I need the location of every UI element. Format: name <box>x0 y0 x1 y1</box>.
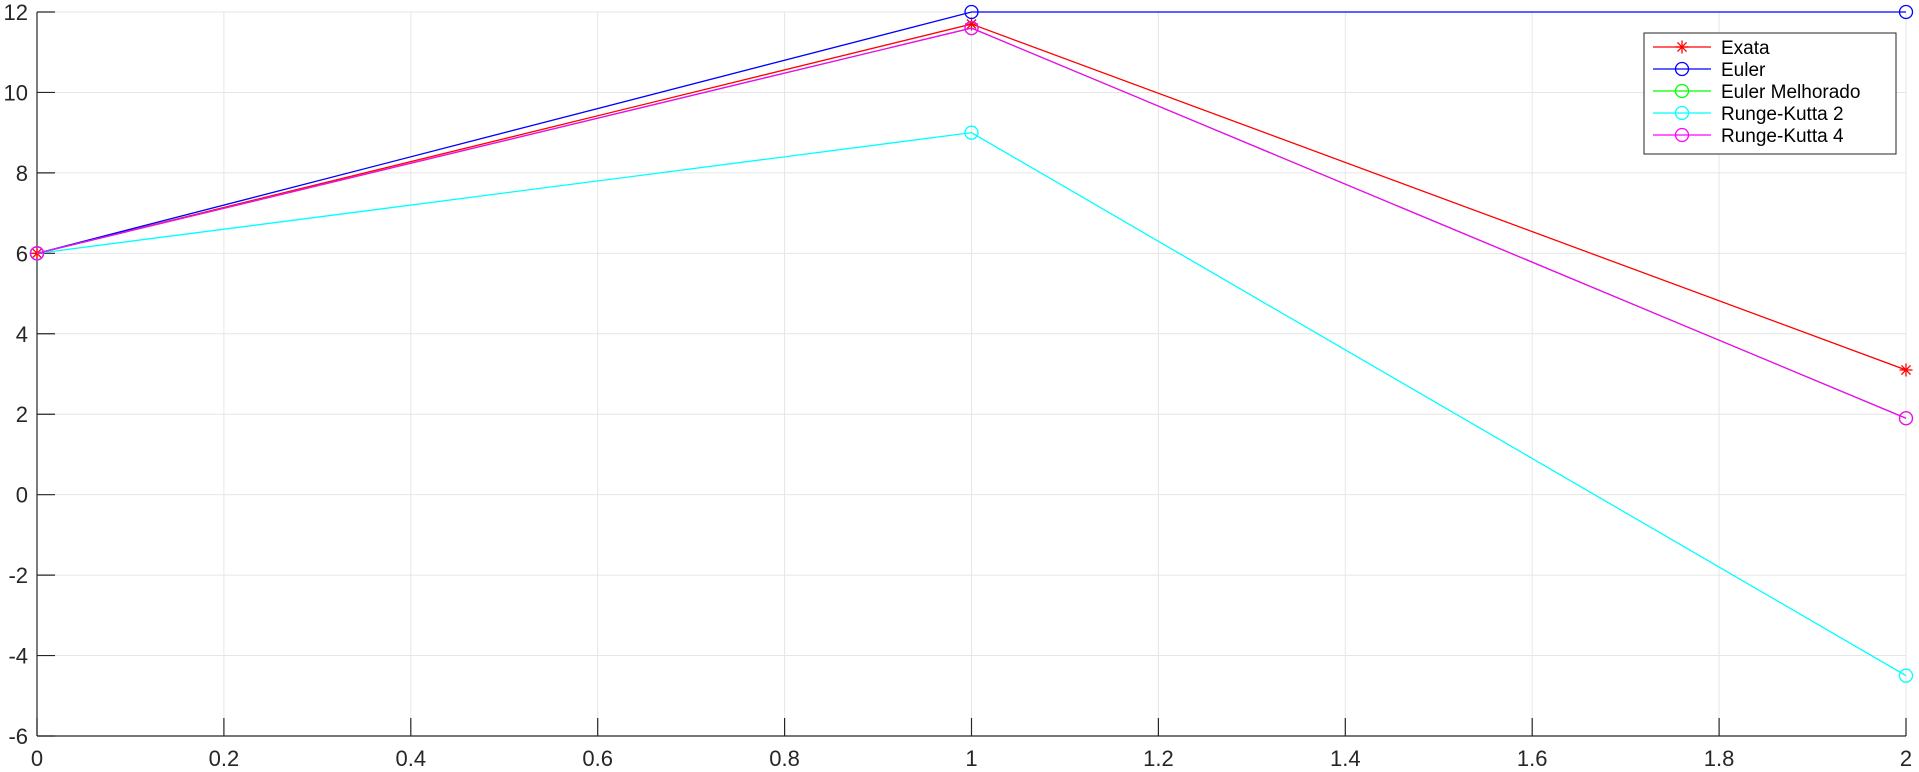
data-point-runge-kutta-4 <box>1898 411 1914 426</box>
asterisk-stroke <box>1900 364 1912 375</box>
y-tick-label: 10 <box>4 80 28 105</box>
legend-item-euler-melhorado: Euler Melhorado <box>1653 82 1860 103</box>
data-point-euler <box>964 4 979 20</box>
data-point-runge-kutta-2 <box>1898 668 1914 683</box>
asterisk-stroke <box>966 19 977 30</box>
series-line-euler <box>36 11 1906 254</box>
y-tick-label: 0 <box>16 483 28 508</box>
x-tick-label: 0.6 <box>582 746 613 771</box>
legend-marker-exata <box>1675 40 1689 54</box>
x-tick-label: 0.4 <box>396 746 427 771</box>
y-tick-label: 2 <box>16 402 28 427</box>
y-tick-label: 4 <box>16 322 28 347</box>
series-runge-kutta-4 <box>29 20 1914 426</box>
x-tick-label: 0.8 <box>769 746 800 771</box>
data-point-runge-kutta-2 <box>964 125 979 140</box>
data-point-euler <box>1898 4 1914 20</box>
legend-marker-euler <box>1674 61 1690 77</box>
x-tick-label: 1 <box>965 746 977 771</box>
legend-label-runge-kutta-4: Runge-Kutta 4 <box>1721 126 1844 147</box>
legend-label-euler: Euler <box>1721 60 1766 81</box>
y-tick-label: 8 <box>16 161 28 186</box>
legend-marker-euler-melhorado <box>1674 83 1690 99</box>
legend-box <box>1643 32 1897 155</box>
x-tick-label: 1.6 <box>1517 746 1548 771</box>
legend-item-euler: Euler <box>1653 60 1766 81</box>
legend-item-runge-kutta-4: Runge-Kutta 4 <box>1653 126 1844 147</box>
legend-item-exata: Exata <box>1653 38 1770 59</box>
data-point-runge-kutta-4 <box>29 246 45 261</box>
y-axis-ticks: -6 -4 -2 0 2 4 6 8 10 12 <box>4 0 55 749</box>
legend-label-exata: Exata <box>1721 38 1770 59</box>
y-tick-label: -6 <box>8 724 28 749</box>
series-group <box>29 4 1914 683</box>
x-tick-label: 1.4 <box>1330 746 1361 771</box>
y-tick-label: -4 <box>8 644 28 669</box>
x-tick-label: 2 <box>1900 746 1912 771</box>
series-line-runge-kutta-4 <box>36 27 1907 419</box>
x-tick-label: 0 <box>31 746 43 771</box>
y-tick-label: 6 <box>16 241 28 266</box>
legend-item-runge-kutta-2: Runge-Kutta 2 <box>1653 104 1844 125</box>
x-tick-label: 0.2 <box>209 746 240 771</box>
asterisk-stroke <box>31 248 43 259</box>
asterisk-stroke <box>1676 41 1688 53</box>
x-tick-label: 1.8 <box>1704 746 1735 771</box>
legend-marker-runge-kutta-4 <box>1674 127 1690 143</box>
series-line-runge-kutta-2 <box>36 131 1907 677</box>
data-point-runge-kutta-4 <box>964 20 979 36</box>
legend-marker-runge-kutta-2 <box>1674 105 1690 121</box>
legend-label-runge-kutta-2: Runge-Kutta 2 <box>1721 104 1844 125</box>
x-tick-label: 1.2 <box>1143 746 1174 771</box>
x-axis-ticks: 0 0.2 0.4 0.6 0.8 1 1.2 1.4 1.6 1.8 2 <box>31 718 1912 771</box>
legend-label-euler-melhorado: Euler Melhorado <box>1721 82 1860 103</box>
y-tick-label: 12 <box>4 0 28 25</box>
y-tick-label: -2 <box>8 563 28 588</box>
data-point-exata <box>1899 363 1913 377</box>
